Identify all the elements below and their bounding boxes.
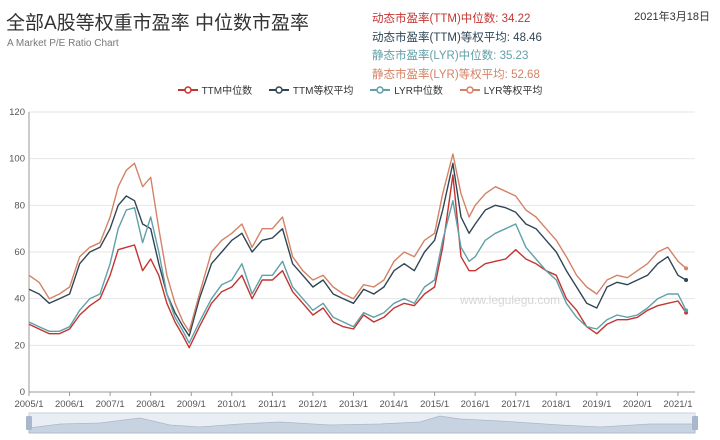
slider-handle-right[interactable] [692,416,698,430]
x-tick-label: 2010/1 [217,399,246,410]
legend-label: TTM中位数 [201,86,253,97]
x-tick-label: 2016/1 [461,399,490,410]
y-tick-label: 40 [14,294,25,305]
series-line-lyr-average[interactable] [28,153,687,332]
legend-item-lyr-average[interactable]: LYR等权平均 [459,82,543,97]
stat-ttm-average: 动态市盈率(TTM)等权平均: 48.46 [372,31,542,44]
series-line-lyr-median[interactable] [28,199,687,344]
y-tick-label: 60 [14,247,25,258]
stat-lyr-average: 静态市盈率(LYR)等权平均: 52.68 [372,68,540,81]
x-tick-label: 2018/1 [542,399,571,410]
legend-line-marker-icon [177,85,198,94]
x-tick-label: 2007/1 [96,399,125,410]
x-tick-label: 2019/1 [582,399,611,410]
series-end-point [684,278,689,282]
legend-label: TTM等权平均 [292,86,354,97]
chart-title: 全部A股等权重市盈率 中位数市盈率 [6,13,309,34]
series-end-point [684,308,689,313]
stat-lyr-median: 静态市盈率(LYR)中位数: 35.23 [372,50,529,62]
series-line-ttm-median[interactable] [28,174,687,349]
series-end-point [684,266,689,271]
x-tick-label: 2021/1 [663,399,692,410]
legend-item-lyr-median[interactable]: LYR中位数 [370,82,443,97]
legend-label: LYR中位数 [394,86,443,97]
slider-preview [28,415,696,434]
stats-panel: 动态市盈率(TTM)中位数: 34.22 动态市盈率(TTM)等权平均: 48.… [372,10,542,84]
y-tick-label: 0 [20,387,25,398]
x-tick-label: 2014/1 [380,399,409,410]
x-tick-label: 2017/1 [501,399,530,410]
y-axis: 0 20 40 60 80 100 120 [9,107,30,398]
x-tick-label: 2005/1 [14,399,43,410]
x-tick-label: 2011/1 [258,399,286,410]
chart-legend: TTM中位数 TTM等权平均 LYR中位数 LYR等权平均 [0,82,720,98]
date-label: 2021年3月18日 [634,11,710,23]
x-axis: 2005/1 2006/1 2007/1 2008/1 2009/1 2010/1 2011… [14,391,695,410]
legend-item-ttm-median[interactable]: TTM中位数 [177,82,253,97]
chart-subtitle: A Market P/E Ratio Chart [7,38,119,49]
x-tick-label: 2009/1 [177,399,206,410]
slider-handle-left[interactable] [26,416,32,430]
x-tick-label: 2020/1 [623,399,652,410]
legend-label: LYR等权平均 [483,86,543,97]
legend-line-marker-icon [370,85,391,94]
y-tick-label: 100 [9,154,25,165]
x-tick-label: 2015/1 [420,399,449,410]
legend-line-marker-icon [268,85,289,94]
stat-ttm-median: 动态市盈率(TTM)中位数: 34.22 [372,13,531,25]
chart-series [28,153,689,349]
y-tick-label: 120 [9,107,25,118]
y-tick-label: 20 [14,340,25,351]
x-tick-label: 2012/1 [298,399,327,410]
zoom-slider[interactable] [26,412,698,434]
x-tick-label: 2006/1 [55,399,84,410]
legend-item-ttm-average[interactable]: TTM等权平均 [268,82,354,97]
series-line-ttm-average[interactable] [28,162,687,337]
chart-grid [29,111,695,393]
x-tick-label: 2013/1 [339,399,368,410]
legend-line-marker-icon [459,85,480,94]
watermark: www.legulegu.com [459,293,560,307]
y-tick-label: 80 [14,200,25,211]
x-tick-label: 2008/1 [136,399,165,410]
